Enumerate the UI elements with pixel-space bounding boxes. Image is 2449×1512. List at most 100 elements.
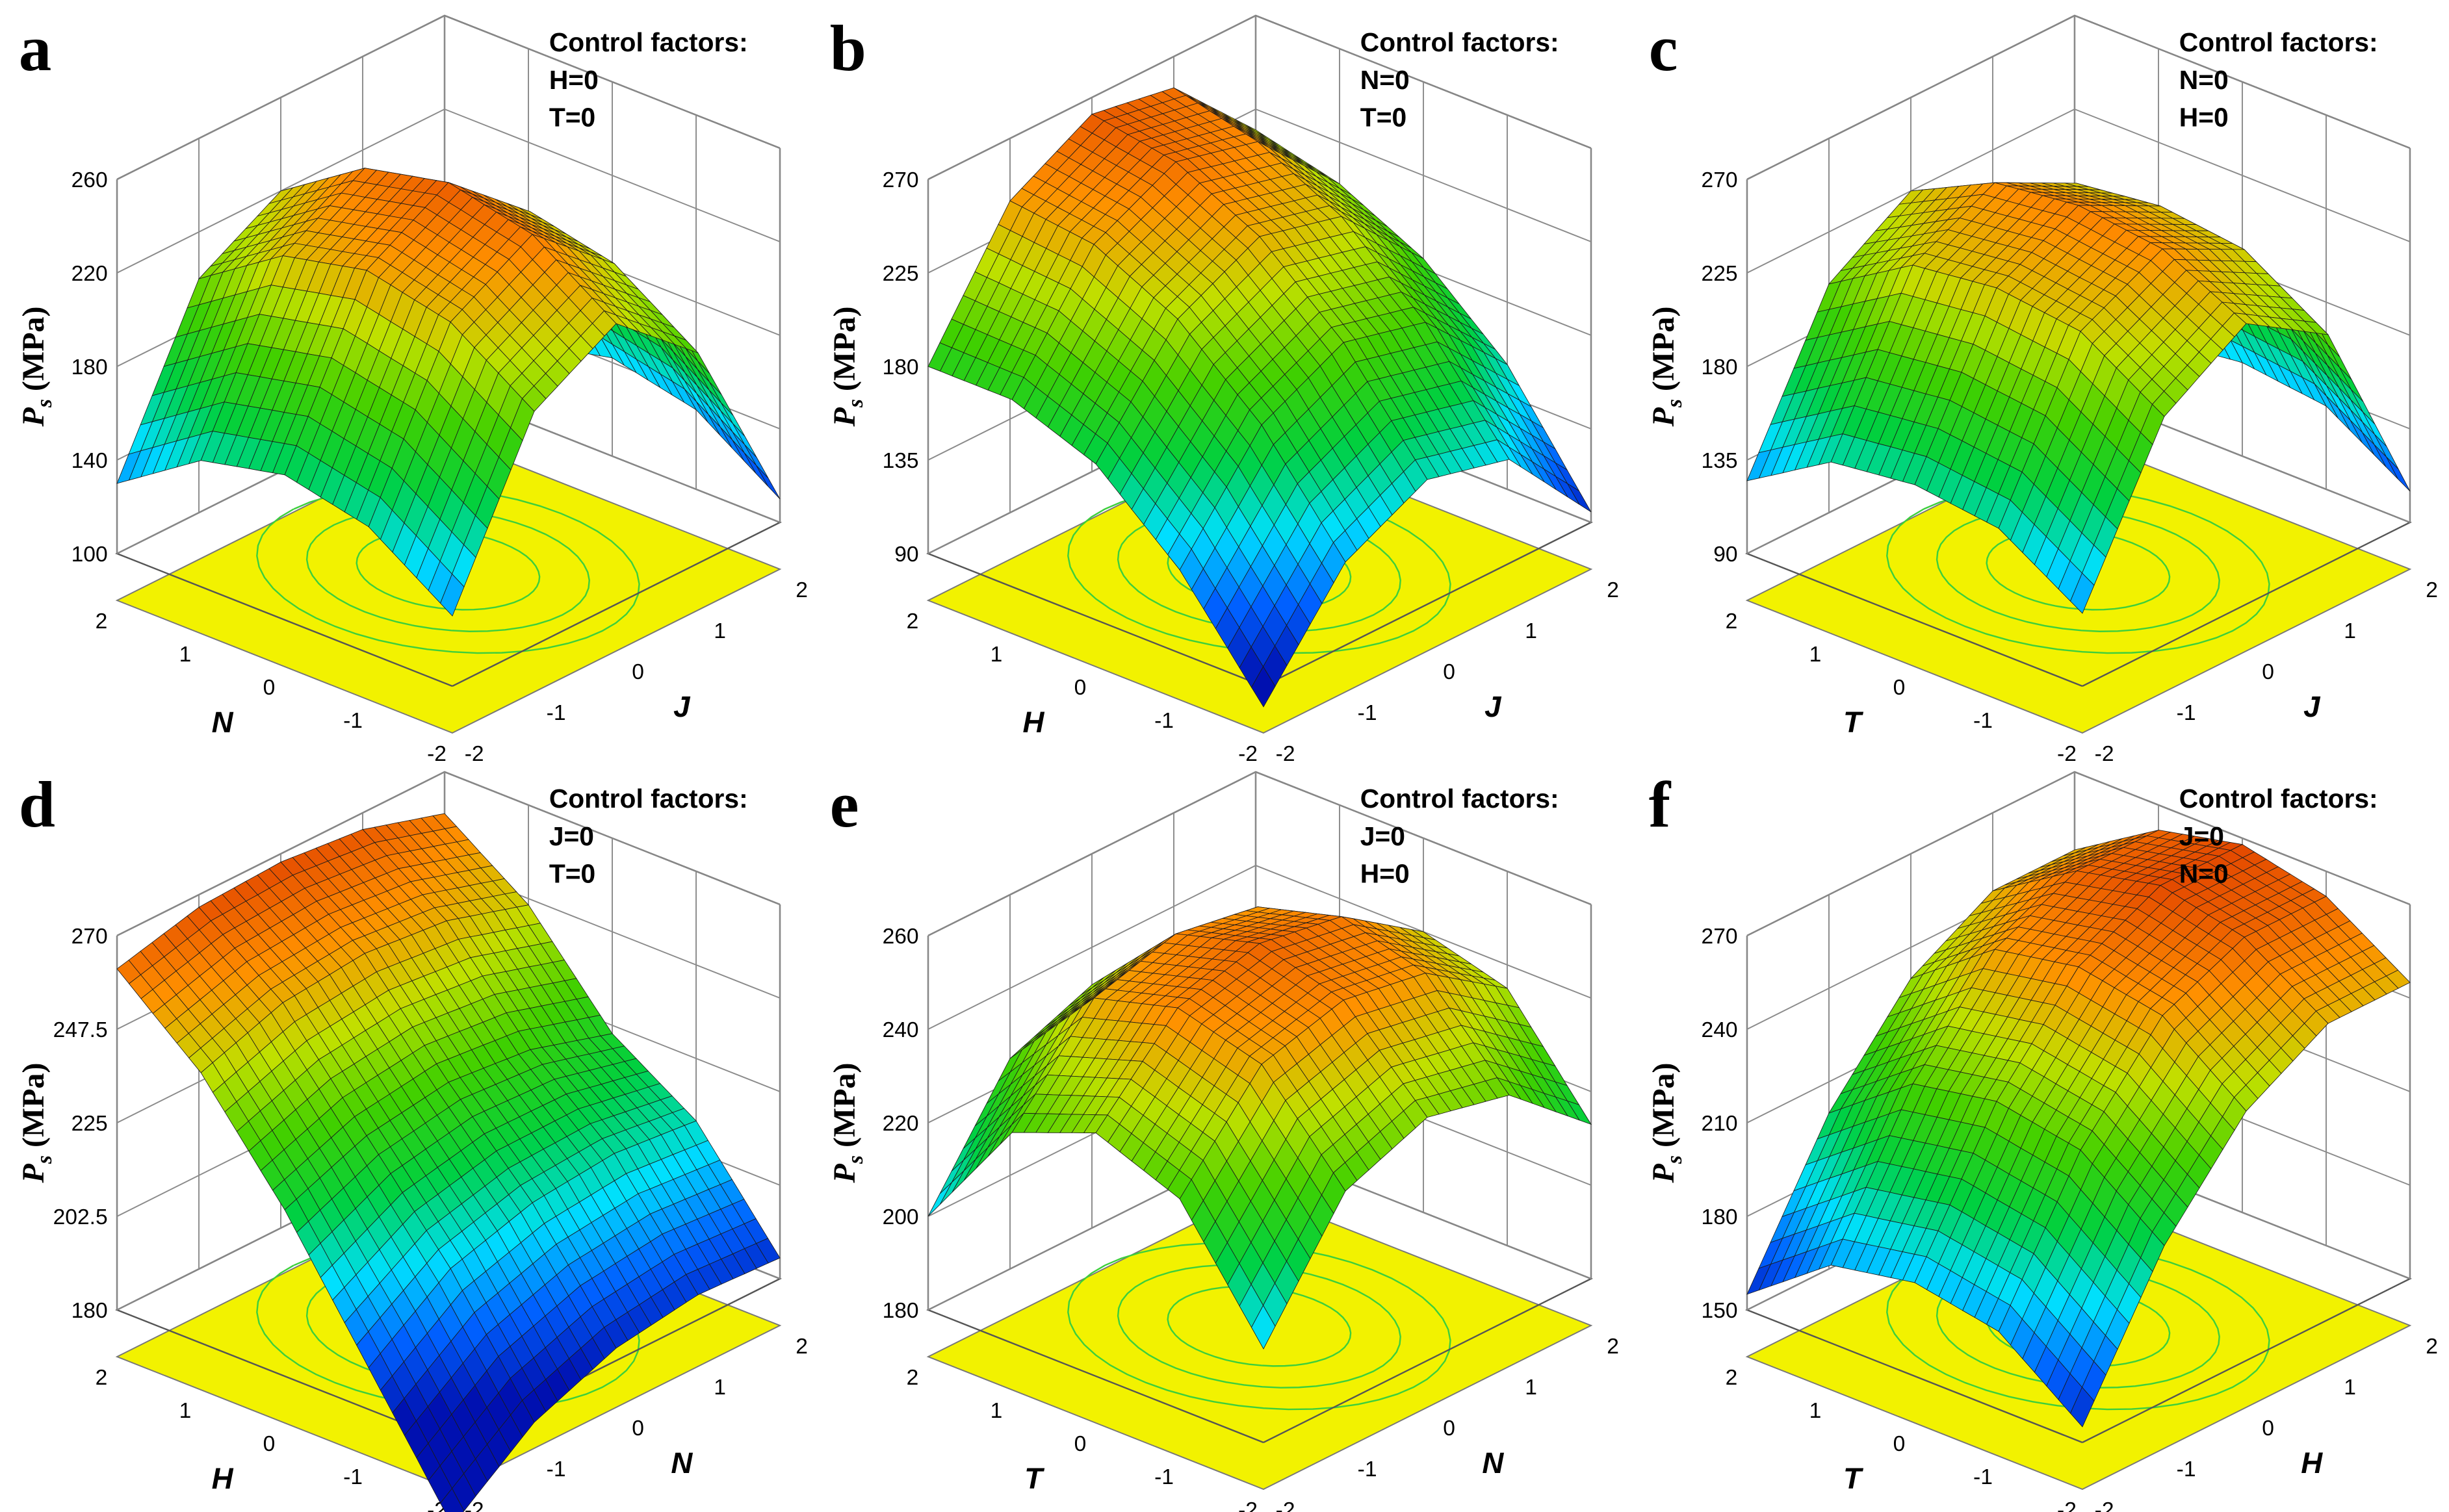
y-tick-label: 1: [1525, 1376, 1537, 1400]
z-tick-label: 140: [71, 449, 108, 473]
z-symbol: P: [1646, 407, 1681, 427]
y-tick-label: 2: [2426, 578, 2438, 602]
x-tick-label: 1: [991, 643, 1003, 667]
z-subscript: s: [32, 1155, 57, 1164]
z-tick-label: 225: [71, 1112, 108, 1136]
surface-facet: [440, 1488, 465, 1512]
x-tick-label: -2: [1238, 1498, 1258, 1512]
y-tick-label: -2: [2095, 1498, 2114, 1512]
x-tick-label: 2: [96, 609, 108, 634]
x-tick-label: -2: [2057, 742, 2077, 766]
y-tick-label: -2: [1276, 742, 1295, 766]
y-axis-label: J: [673, 690, 691, 723]
x-tick-label: 0: [1893, 676, 1906, 700]
x-tick-label: 0: [1074, 1432, 1087, 1456]
z-unit: (MPa): [1646, 1062, 1681, 1147]
panel-letter: d: [19, 768, 55, 841]
z-tick-label: 200: [883, 1205, 919, 1229]
x-tick-label: 2: [907, 1366, 919, 1390]
x-axis-label: H: [212, 1462, 234, 1495]
y-tick-label: 2: [1607, 578, 1619, 602]
y-tick-label: 1: [714, 619, 726, 643]
z-tick-label: 260: [71, 168, 108, 192]
y-tick-label: 2: [1607, 1335, 1619, 1359]
z-tick-label: 180: [1702, 355, 1738, 379]
z-tick-label: 220: [883, 1112, 919, 1136]
x-axis-label: H: [1023, 706, 1045, 739]
z-tick-label: 225: [883, 262, 919, 286]
z-tick-label: 100: [71, 543, 108, 567]
z-tick-label: 135: [1702, 449, 1738, 473]
x-tick-label: 2: [907, 609, 919, 634]
z-subscript: s: [844, 1155, 868, 1164]
z-tick-label: 220: [71, 262, 108, 286]
control-factor: J=0: [549, 821, 594, 851]
z-tick-label: 180: [883, 1299, 919, 1323]
z-tick-label: 270: [71, 925, 108, 949]
x-axis-label: T: [1024, 1462, 1045, 1495]
control-factor: H=0: [549, 65, 599, 95]
y-tick-label: -2: [1276, 1498, 1295, 1512]
x-tick-label: -2: [427, 742, 447, 766]
control-factor: J=0: [1360, 821, 1405, 851]
x-tick-label: 0: [263, 1432, 276, 1456]
x-tick-label: 1: [1809, 1399, 1822, 1423]
y-tick-label: -1: [547, 1457, 566, 1481]
y-tick-label: -2: [465, 742, 484, 766]
z-subscript: s: [1663, 399, 1687, 408]
z-unit: (MPa): [16, 307, 51, 392]
y-axis-label: N: [671, 1446, 693, 1480]
y-tick-label: 0: [1443, 660, 1455, 684]
y-tick-label: -1: [2177, 1457, 2196, 1481]
control-factor: T=0: [1360, 102, 1406, 132]
x-axis-label: T: [1843, 706, 1864, 739]
x-tick-label: -1: [1973, 709, 1993, 733]
z-unit: (MPa): [1646, 307, 1681, 392]
control-factor: T=0: [549, 858, 595, 888]
x-axis-label: T: [1843, 1462, 1864, 1495]
control-factor: T=0: [549, 102, 595, 132]
y-tick-label: 2: [2426, 1335, 2438, 1359]
control-factor: H=0: [2179, 102, 2229, 132]
z-subscript: s: [1663, 1155, 1687, 1164]
control-title: Control factors:: [2179, 27, 2378, 57]
control-title: Control factors:: [549, 27, 748, 57]
z-tick-label: 90: [894, 543, 918, 567]
panel-letter: b: [830, 12, 866, 84]
z-tick-label: 270: [883, 168, 919, 192]
z-tick-label: 90: [1713, 543, 1737, 567]
z-tick-label: 202.5: [53, 1205, 108, 1229]
x-tick-label: 0: [263, 676, 276, 700]
x-tick-label: -1: [1154, 709, 1174, 733]
z-tick-label: 240: [1702, 1018, 1738, 1042]
surface-facet: [2070, 572, 2095, 614]
y-tick-label: -1: [1358, 701, 1377, 725]
y-tick-label: 0: [2262, 1416, 2274, 1441]
x-tick-label: 1: [991, 1399, 1003, 1423]
y-tick-label: -1: [1358, 1457, 1377, 1481]
x-tick-label: 1: [1809, 643, 1822, 667]
y-tick-label: 1: [714, 1376, 726, 1400]
y-tick-label: 0: [632, 1416, 644, 1441]
y-tick-label: 2: [796, 578, 808, 602]
z-axis-label: Ps(MPa): [827, 307, 868, 428]
y-tick-label: 0: [2262, 660, 2274, 684]
surface-facet: [927, 1182, 952, 1217]
x-tick-label: -1: [1154, 1465, 1174, 1489]
control-factor: H=0: [1360, 858, 1410, 888]
z-symbol: P: [827, 1163, 862, 1183]
x-tick-label: 2: [1726, 609, 1738, 634]
x-tick-label: 2: [1726, 1366, 1738, 1390]
control-title: Control factors:: [1360, 27, 1559, 57]
z-tick-label: 210: [1702, 1112, 1738, 1136]
y-tick-label: 0: [632, 660, 644, 684]
z-unit: (MPa): [16, 1062, 51, 1147]
y-tick-label: 2: [796, 1335, 808, 1359]
z-unit: (MPa): [827, 1062, 862, 1147]
